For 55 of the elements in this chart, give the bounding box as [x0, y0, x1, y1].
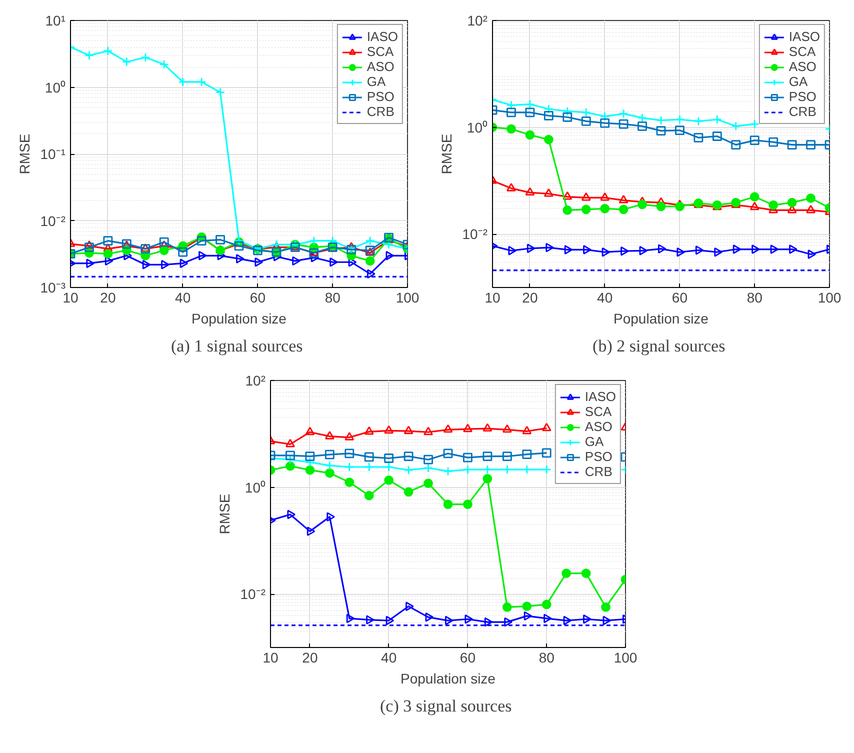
y-axis-title: RMSE — [438, 134, 454, 174]
legend-label: SCA — [584, 404, 612, 419]
y-tick-label: 10⁰ — [466, 119, 488, 136]
x-tick-label: 80 — [538, 650, 555, 666]
x-tick-label: 60 — [250, 290, 266, 306]
x-tick-label: 80 — [746, 290, 763, 306]
legend-label: GA — [584, 434, 605, 449]
legend-label: CRB — [366, 104, 394, 119]
x-tick-label: 100 — [614, 650, 638, 666]
y-tick-label: 10⁻¹ — [40, 146, 66, 162]
legend-label: GA — [788, 74, 809, 89]
legend-label: ASO — [788, 59, 816, 74]
legend-label: IASO — [788, 29, 820, 44]
y-tick-label: 10² — [245, 372, 266, 388]
x-tick-label: 10 — [484, 290, 500, 306]
y-tick-label: 10⁻² — [462, 226, 488, 242]
y-tick-label: 10¹ — [45, 12, 66, 28]
legend-label: ASO — [584, 419, 612, 434]
x-tick-label: 60 — [460, 650, 476, 666]
legend-label: CRB — [788, 104, 816, 119]
y-axis-title: RMSE — [216, 494, 232, 534]
x-tick-label: 40 — [381, 650, 397, 666]
legend-label: PSO — [366, 89, 394, 104]
legend-label: IASO — [584, 389, 616, 404]
text: (b) 2 signal sources — [592, 336, 726, 356]
legend-label: GA — [366, 74, 387, 89]
y-tick-label: 10⁰ — [44, 79, 66, 96]
y-tick-label: 10⁻² — [240, 586, 266, 602]
text: (a) 1 signal sources — [171, 336, 303, 356]
legend-label: PSO — [584, 449, 612, 464]
legend-label: ASO — [366, 59, 394, 74]
x-tick-label: 100 — [396, 290, 420, 306]
x-tick-label: 20 — [100, 290, 116, 306]
legend-label: SCA — [788, 44, 816, 59]
x-tick-label: 10 — [262, 650, 278, 666]
x-axis-title: Population size — [192, 310, 287, 326]
x-tick-label: 60 — [672, 290, 688, 306]
x-axis-title: Population size — [400, 670, 496, 686]
y-tick-label: 10⁰ — [244, 479, 266, 496]
legend-label: CRB — [584, 464, 612, 479]
x-tick-label: 20 — [522, 290, 538, 306]
text: (c) 3 signal sources — [380, 696, 512, 716]
x-tick-label: 10 — [62, 290, 78, 306]
x-tick-label: 40 — [597, 290, 613, 306]
legend-label: IASO — [366, 29, 398, 44]
y-tick-label: 10² — [467, 12, 488, 28]
y-tick-label: 10⁻² — [40, 212, 66, 229]
y-axis-title: RMSE — [16, 134, 32, 174]
x-tick-label: 80 — [324, 290, 341, 306]
x-tick-label: 20 — [302, 650, 318, 666]
x-tick-label: 40 — [175, 290, 191, 306]
legend-label: SCA — [366, 44, 394, 59]
x-axis-title: Population size — [614, 310, 709, 326]
legend-label: PSO — [788, 89, 816, 104]
x-tick-label: 100 — [818, 290, 842, 306]
